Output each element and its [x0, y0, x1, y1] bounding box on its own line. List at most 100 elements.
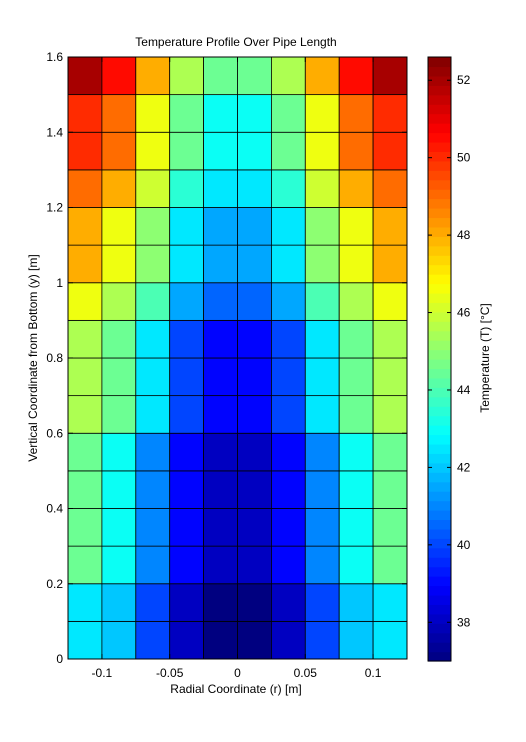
- heatmap-cell: [203, 545, 238, 585]
- heatmap-cell: [304, 319, 340, 359]
- heatmap-cell: [203, 319, 238, 359]
- heatmap-cell: [372, 319, 408, 359]
- colorbar-strip: [428, 292, 451, 303]
- heatmap-cell: [270, 131, 306, 171]
- y-tick-label: 1.2: [46, 201, 63, 215]
- heatmap-cell: [135, 620, 171, 660]
- heatmap-cell: [101, 319, 137, 359]
- colorbar-frame: [427, 56, 452, 662]
- heatmap-cell: [237, 244, 272, 284]
- heatmap-cell: [372, 583, 408, 622]
- heatmap-cell: [203, 470, 238, 509]
- colorbar-strip: [428, 566, 451, 577]
- heatmap-cell: [237, 319, 272, 359]
- colorbar-tick-label: 46: [457, 306, 471, 320]
- colorbar-strip: [428, 283, 451, 294]
- heatmap-cell: [135, 244, 171, 284]
- colorbar-strip: [428, 604, 451, 615]
- heatmap-cell: [135, 395, 171, 434]
- colorbar-ticks: 38 40 42 44 46 48 50 52: [428, 73, 471, 629]
- colorbar-strip: [428, 274, 451, 285]
- heatmap-cell: [237, 395, 272, 434]
- heatmap-cell: [169, 470, 204, 509]
- colorbar-strip: [428, 500, 451, 511]
- colorbar-strip: [428, 75, 451, 86]
- heatmap-cell: [304, 244, 340, 284]
- heatmap-cell: [203, 94, 238, 133]
- heatmap-cell: [101, 395, 137, 434]
- x-axis-label: Radial Coordinate (r) [m]: [170, 682, 301, 696]
- heatmap-cell: [237, 94, 272, 133]
- heatmap-cell: [169, 357, 204, 397]
- heatmap-cell: [237, 357, 272, 397]
- heatmap-cell: [304, 357, 340, 397]
- colorbar-strip: [428, 141, 451, 152]
- colorbar-strip: [428, 453, 451, 464]
- heatmap-cell: [304, 508, 340, 547]
- heatmap-cell: [237, 56, 272, 96]
- heatmap-cell: [237, 169, 272, 208]
- heatmap-cell: [169, 244, 204, 284]
- heatmap-cell: [270, 282, 306, 321]
- y-tick-label: 1.4: [46, 125, 63, 139]
- heatmap-cell: [135, 56, 171, 96]
- heatmap-cell: [67, 244, 103, 284]
- y-tick-label: 0.4: [46, 502, 63, 516]
- heatmap-cell: [67, 56, 103, 96]
- x-axis-ticks: -0.1 -0.05 0 0.05 0.1: [92, 57, 382, 680]
- heatmap-cell: [101, 470, 137, 509]
- colorbar-strip: [428, 264, 451, 275]
- colorbar-strip: [428, 510, 451, 521]
- heatmap-cell: [203, 282, 238, 321]
- heatmap-cell: [372, 207, 408, 246]
- heatmap-cell: [135, 282, 171, 321]
- colorbar-strip: [428, 217, 451, 228]
- colorbar-tick-label: 44: [457, 383, 471, 397]
- heatmap-cell: [203, 244, 238, 284]
- heatmap-cell: [135, 169, 171, 208]
- heatmap-cell: [372, 395, 408, 434]
- heatmap-cell: [135, 94, 171, 133]
- heatmap-cell: [169, 56, 204, 96]
- heatmap-cell: [101, 545, 137, 585]
- heatmap-cell: [304, 169, 340, 208]
- x-tick-label: -0.05: [156, 666, 184, 680]
- heatmap-cell: [270, 583, 306, 622]
- heatmap-cell: [169, 319, 204, 359]
- colorbar-strip: [428, 472, 451, 483]
- heatmap-cell: [203, 357, 238, 397]
- heatmap-cell: [304, 545, 340, 585]
- heatmap-cell: [372, 508, 408, 547]
- heatmap-cell: [169, 282, 204, 321]
- heatmap-cell: [270, 319, 306, 359]
- heatmap-cell: [372, 244, 408, 284]
- heatmap-cell: [169, 207, 204, 246]
- heatmap-cell: [135, 319, 171, 359]
- colorbar-label: Temperature (T) [°C]: [478, 303, 492, 413]
- heatmap-cell: [237, 470, 272, 509]
- heatmap-cell: [67, 508, 103, 547]
- colorbar-tick-label: 40: [457, 538, 471, 552]
- colorbar-strip: [428, 170, 451, 181]
- colorbar-strip: [428, 651, 451, 662]
- heatmap-cell: [237, 583, 272, 622]
- heatmap-cell: [169, 508, 204, 547]
- heatmap-cell: [237, 207, 272, 246]
- colorbar-strip: [428, 623, 451, 634]
- heatmap-cell: [101, 56, 137, 96]
- heatmap-cell: [203, 395, 238, 434]
- heatmap-cell: [135, 583, 171, 622]
- heatmap-cell: [304, 470, 340, 509]
- colorbar-strip: [428, 462, 451, 473]
- x-tick-label: -0.1: [92, 666, 113, 680]
- colorbar-tick-label: 50: [457, 151, 471, 165]
- colorbar-strip: [428, 208, 451, 219]
- colorbar-strip: [428, 66, 451, 77]
- heatmap-cell: [67, 169, 103, 208]
- colorbar-strip: [428, 613, 451, 624]
- heatmap-cell: [304, 432, 340, 472]
- heatmap-cell: [67, 319, 103, 359]
- heatmap-cell: [270, 357, 306, 397]
- colorbar-strip: [428, 226, 451, 237]
